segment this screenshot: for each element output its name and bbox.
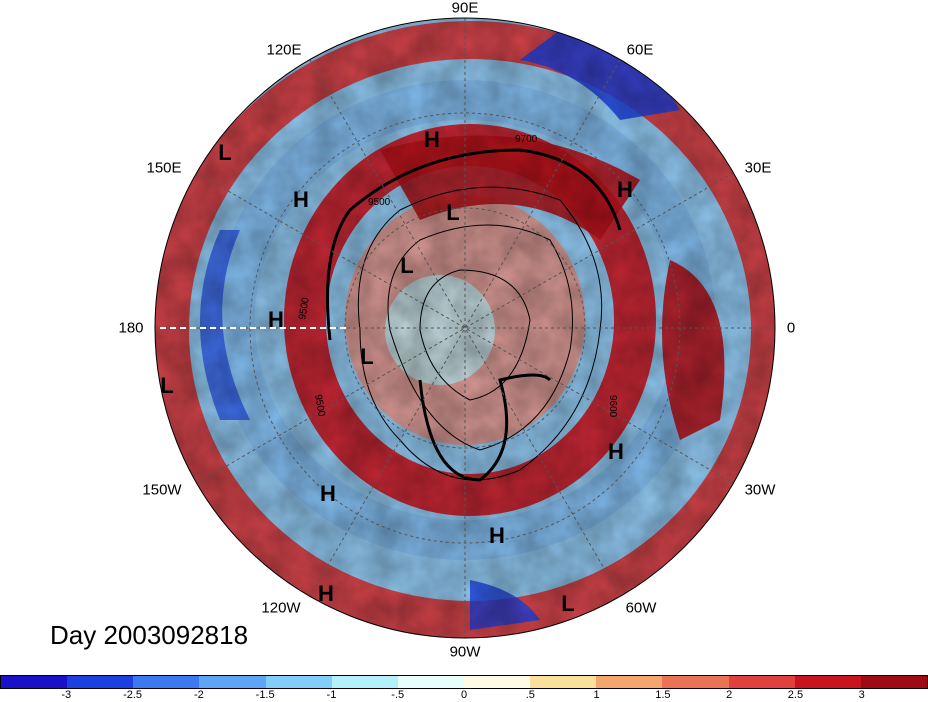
colorbar-tick-label: 2.5 [787, 689, 804, 701]
colorbar-tick-label: 1 [593, 689, 600, 701]
colorbar-swatch [463, 676, 531, 688]
colorbar-swatch [331, 676, 398, 688]
lon-label-30e: 30E [744, 159, 772, 177]
lon-label-90w: 90W [449, 643, 481, 661]
colorbar-swatch [596, 676, 663, 688]
colorbar-swatch [397, 676, 464, 688]
colorbar-tick-label: 3 [858, 689, 865, 701]
pressure-center-high: H [617, 177, 633, 202]
pressure-center-low: L [561, 591, 575, 616]
lon-label-150e: 150E [146, 159, 182, 177]
height-contours [326, 148, 622, 482]
plot-title: Day 2003092818 [50, 620, 249, 650]
lon-label-150w: 150W [142, 481, 182, 499]
pressure-center-low: L [160, 373, 174, 398]
colorbar-tick-label: -2.5 [123, 689, 143, 701]
colorbar-tick-label: -1 [326, 689, 337, 701]
colorbar [0, 675, 928, 689]
lon-label-60w: 60W [625, 599, 657, 617]
colorbar-swatch [265, 676, 332, 688]
lon-label-60e: 60E [626, 41, 654, 59]
lon-label-30w: 30W [744, 481, 776, 499]
pressure-center-low: L [360, 344, 374, 369]
colorbar-tick-label: 0 [460, 689, 468, 701]
colorbar-swatch [794, 676, 861, 688]
pressure-center-low: L [400, 253, 414, 278]
pressure-center-high: H [424, 127, 440, 152]
contour-label: 9600 [607, 395, 618, 418]
pressure-center-high: H [293, 187, 309, 212]
pressure-center-high: H [489, 523, 505, 548]
colorbar-swatch [67, 676, 134, 688]
colorbar-tick-label: -1.5 [255, 689, 275, 701]
colorbar-tick-label: -2 [193, 689, 204, 701]
contour-value-labels: 9700 9500 9500 9500 9600 [297, 134, 618, 418]
pressure-center-high: H [608, 439, 624, 464]
colorbar-swatch [133, 676, 200, 688]
colorbar-swatch [199, 676, 266, 688]
lon-label-120w: 120W [261, 599, 301, 617]
colorbar-tick-label: .5 [525, 689, 535, 701]
pressure-center-high: H [320, 481, 336, 506]
contour-label: 9500 [368, 197, 391, 208]
pressure-center-high: H [318, 581, 334, 606]
lon-label-120e: 120E [266, 41, 302, 59]
pressure-center-low: L [446, 200, 460, 225]
colorbar-swatch [728, 676, 795, 688]
pressure-center-low: L [218, 140, 232, 165]
lon-label-180: 180 [118, 319, 144, 337]
colorbar-swatch [662, 676, 729, 688]
colorbar-swatch [530, 676, 597, 688]
colorbar-tick-label: 2 [726, 689, 733, 701]
colorbar-swatch [860, 676, 927, 688]
map-boundary [154, 17, 776, 639]
contour-label: 9500 [312, 394, 327, 418]
lon-label-90e: 90E [451, 0, 479, 17]
colorbar-tick-label: -.5 [391, 689, 405, 701]
graticule [155, 18, 775, 638]
colorbar-tick-label: -3 [61, 689, 72, 701]
lon-label-0: 0 [786, 319, 796, 337]
pressure-center-high: H [268, 307, 284, 332]
contour-label: 9500 [297, 296, 312, 320]
colorbar-swatch [1, 676, 68, 688]
colorbar-tick-label: 1.5 [655, 689, 671, 701]
contour-label: 9700 [515, 134, 538, 145]
